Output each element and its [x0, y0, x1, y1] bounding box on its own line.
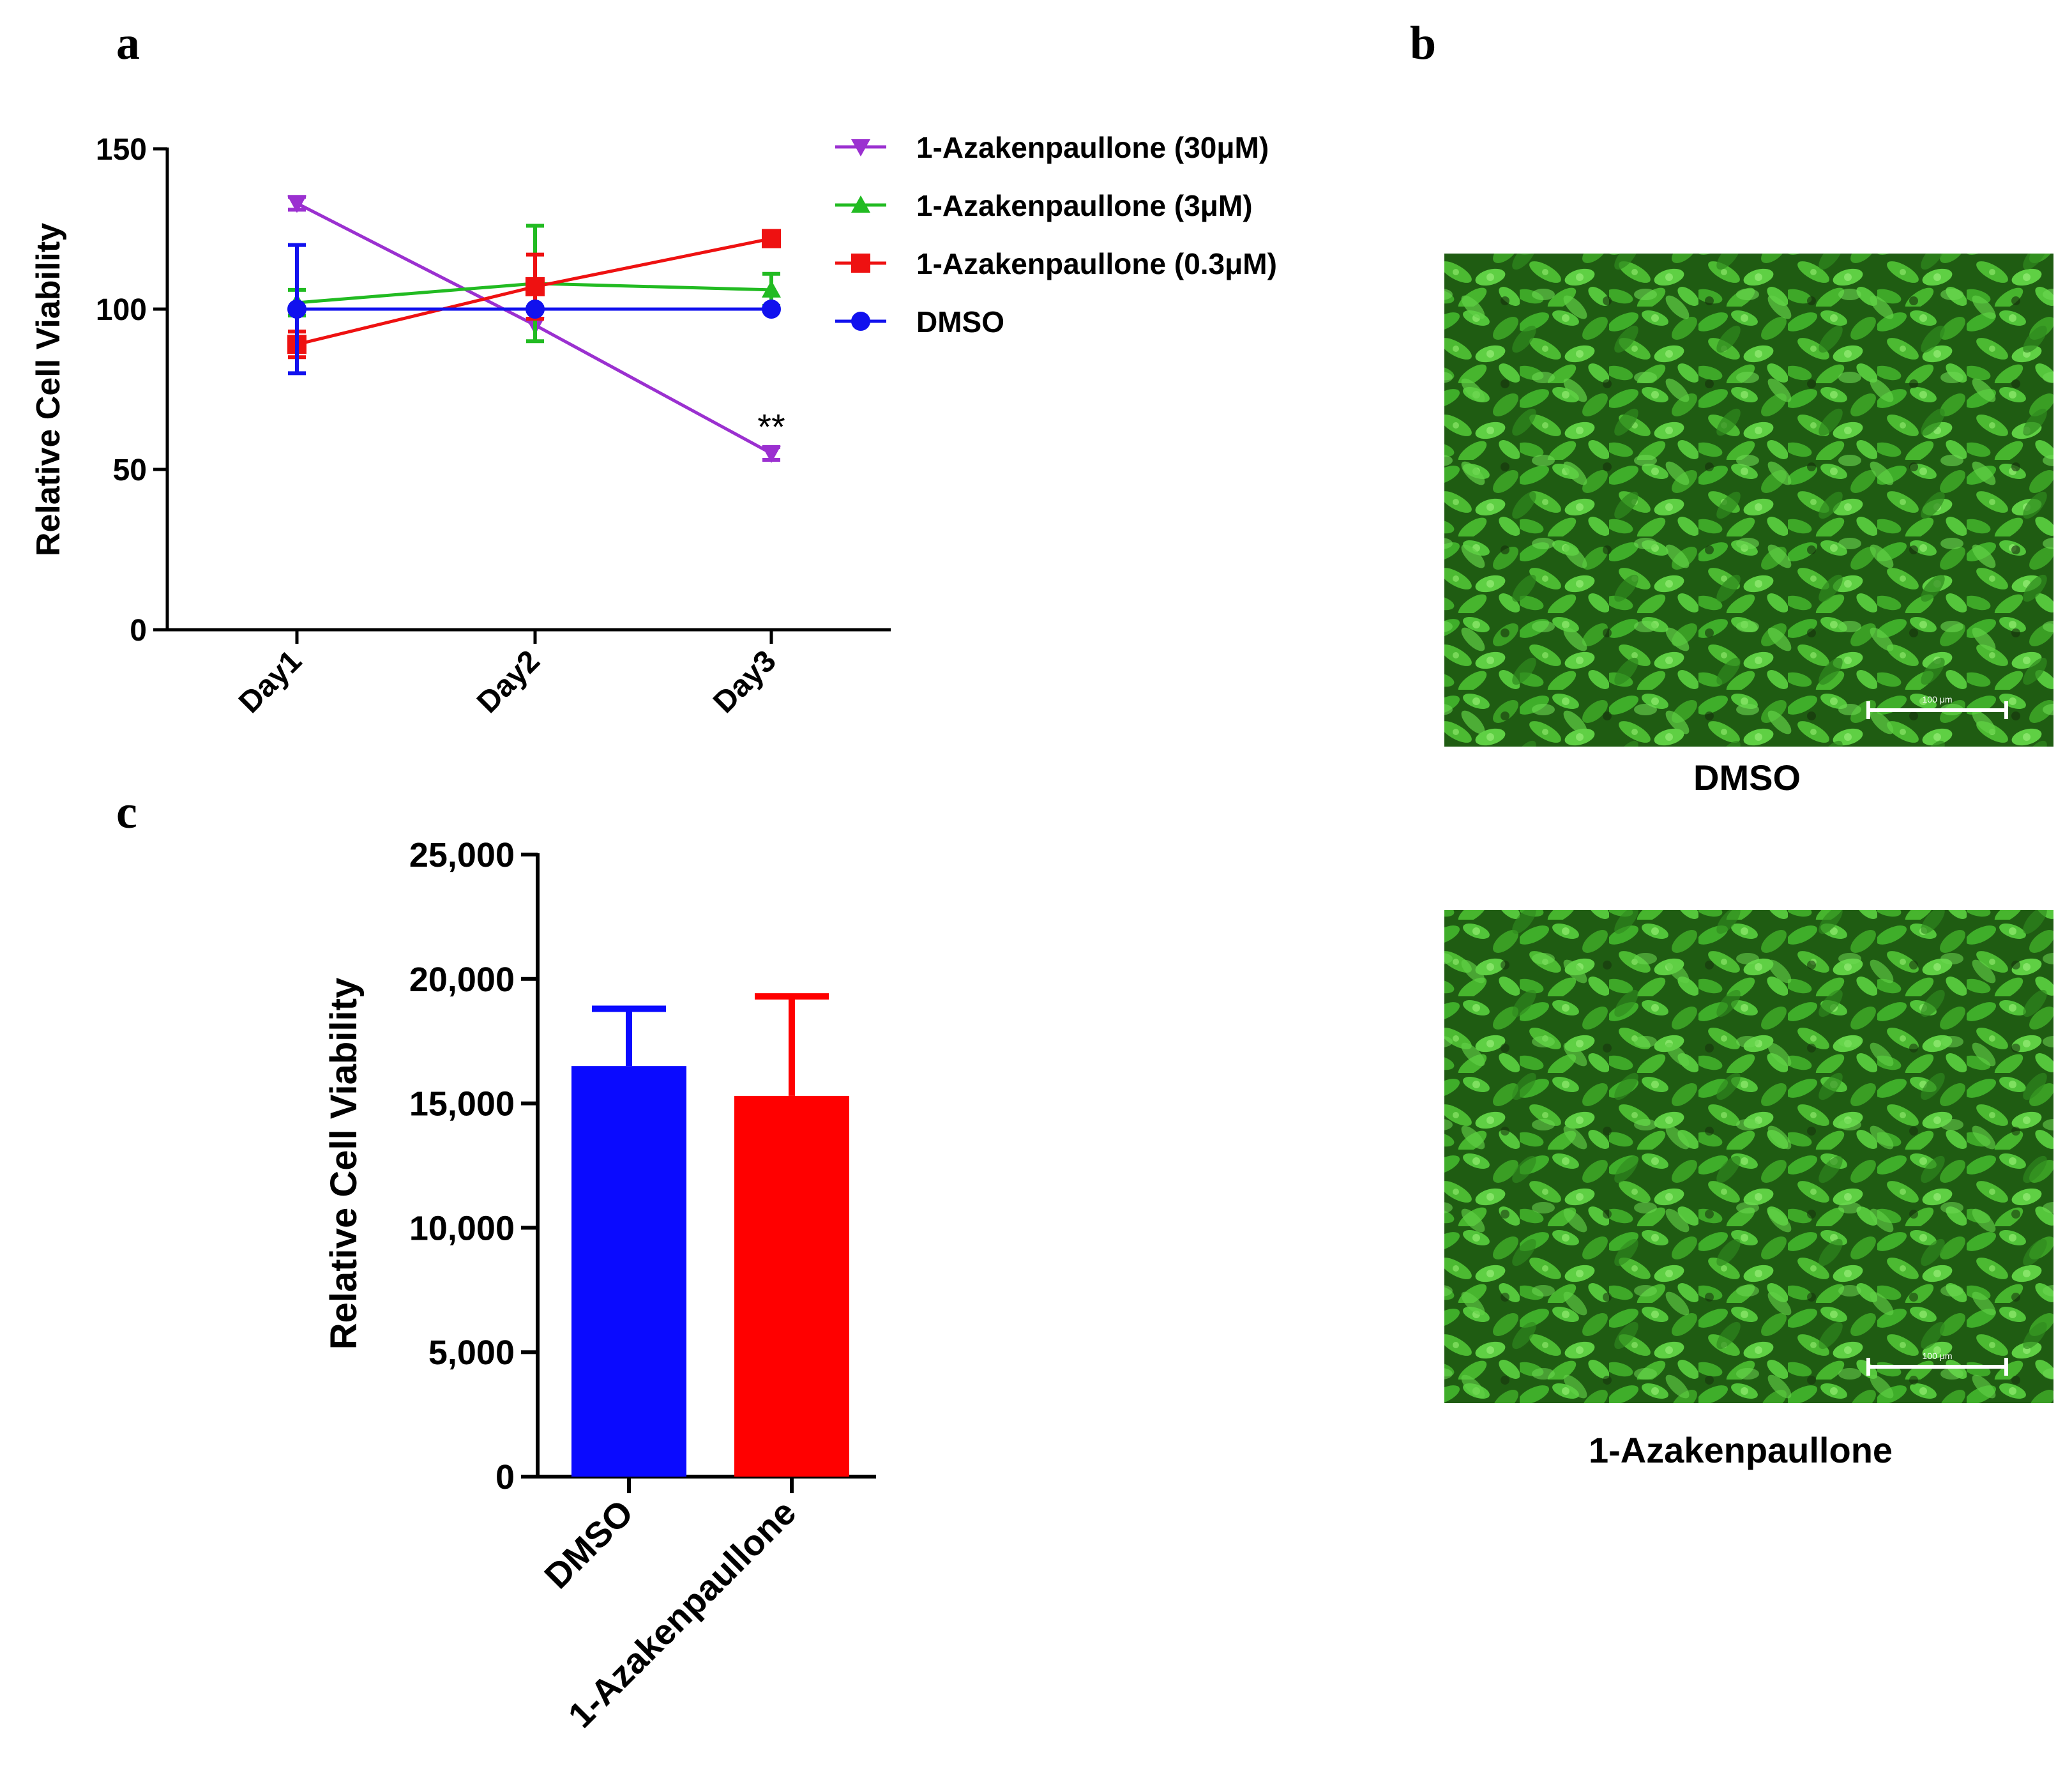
a-data-point	[526, 277, 545, 296]
micrograph-overlay-dmso	[1444, 254, 2053, 747]
scale-bar-label: 100 μm	[1923, 1351, 1953, 1361]
c-y-tick-label: 15,000	[409, 1085, 515, 1123]
legend-label: 1-Azakenpaullone (0.3μM)	[916, 247, 1277, 280]
caption-azakenpaullone: 1-Azakenpaullone	[1589, 1430, 1893, 1470]
micrograph-overlay-azakenpaullone	[1444, 910, 2053, 1403]
c-y-axis-label: Relative Cell Viability	[323, 978, 365, 1350]
panel-letter-c: c	[116, 786, 137, 839]
a-y-tick-label: 150	[96, 133, 147, 167]
a-y-tick-label: 50	[113, 453, 147, 487]
a-x-tick-label: Day2	[471, 644, 547, 720]
scale-bar: 100 μm	[1866, 694, 2008, 719]
bar-chart-c: 05,00010,00015,00020,00025,000DMSO1-Azak…	[323, 836, 876, 1735]
panel-letter-a: a	[116, 17, 140, 70]
a-x-tick-label: Day1	[232, 644, 308, 720]
scale-bar: 100 μm	[1866, 1351, 2008, 1376]
c-x-tick-label: DMSO	[536, 1492, 640, 1596]
a-x-tick-label: Day3	[707, 644, 783, 720]
legend-marker	[851, 195, 870, 213]
a-data-point	[762, 280, 781, 298]
scale-bar-label: 100 μm	[1923, 694, 1953, 704]
c-bar	[734, 1095, 849, 1477]
legend-marker	[851, 312, 870, 331]
a-data-point	[762, 300, 781, 319]
micrograph-dmso: 100 μm	[1444, 254, 2053, 747]
a-significance-annotation: **	[757, 407, 785, 447]
c-y-tick-label: 25,000	[409, 836, 515, 874]
c-bar	[571, 1066, 686, 1477]
caption-dmso: DMSO	[1693, 757, 1801, 798]
a-y-tick-label: 0	[130, 614, 147, 648]
legend-label: DMSO	[916, 305, 1004, 338]
a-data-point	[287, 300, 306, 319]
c-y-tick-label: 20,000	[409, 961, 515, 999]
c-y-tick-label: 5,000	[428, 1334, 515, 1372]
legend-marker	[851, 139, 870, 156]
a-data-point	[762, 229, 781, 248]
a-y-tick-label: 100	[96, 293, 147, 327]
a-data-point	[762, 445, 781, 463]
c-y-tick-label: 10,000	[409, 1209, 515, 1247]
a-data-point	[526, 300, 545, 319]
a-series-group	[287, 195, 781, 463]
line-chart-a: 0 50 100 150 Day1 Day2 Day3 Relative Cell Viab…	[30, 131, 1277, 720]
micrograph-azakenpaullone: 100 μm	[1444, 910, 2053, 1403]
c-bars	[571, 993, 849, 1477]
panel-letter-b: b	[1410, 17, 1436, 70]
a-y-axis-label: Relative Cell Viability	[30, 223, 67, 556]
legend-marker	[851, 254, 870, 273]
a-data-point	[287, 195, 306, 213]
c-y-tick-label: 0	[495, 1458, 515, 1496]
legend-label: 1-Azakenpaullone (30μM)	[916, 131, 1269, 164]
a-legend: 1-Azakenpaullone (30μM) 1-Azakenpaullone …	[835, 131, 1277, 338]
legend-label: 1-Azakenpaullone (3μM)	[916, 189, 1253, 222]
